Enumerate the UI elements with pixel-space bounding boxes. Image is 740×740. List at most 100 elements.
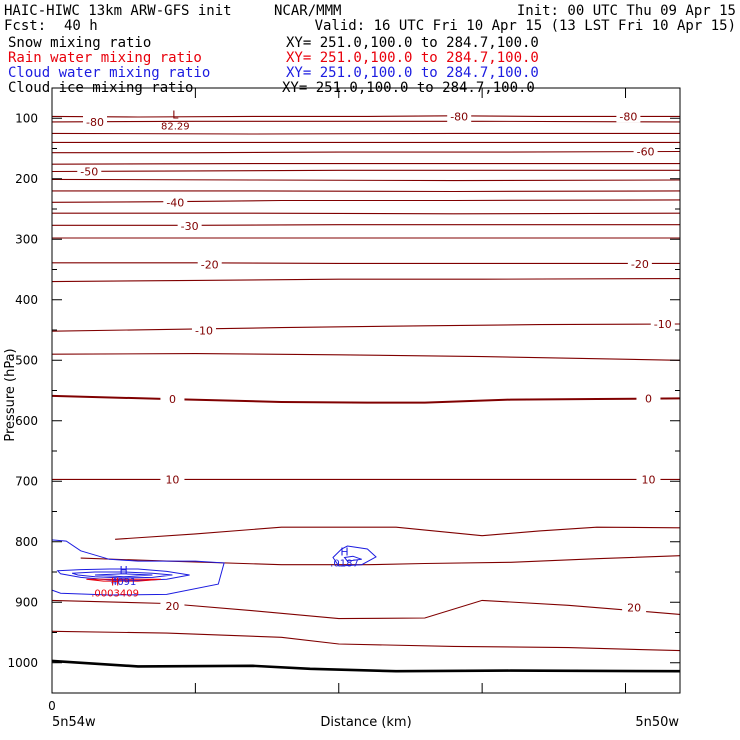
isotherm-label-21-0: 20	[165, 600, 179, 613]
isotherm-label-bg-13-0	[197, 258, 222, 271]
isotherm-label-bg-18-1	[636, 473, 661, 486]
y-tick-label-900: 900	[15, 595, 38, 609]
isotherm-label-15-0: -10	[195, 325, 213, 338]
isotherm-label-bg-1-0	[83, 115, 108, 128]
isotherm-line-11	[52, 224, 680, 226]
isotherm-label-0-0: -80	[450, 110, 468, 123]
field-snow-xy: XY= 251.0,100.0 to 284.7,100.0	[286, 35, 539, 51]
plot-frame	[51, 87, 681, 694]
cloud-water-layer	[51, 539, 377, 596]
field-rain-xy: XY= 251.0,100.0 to 284.7,100.0	[286, 50, 539, 66]
isotherm-label-13-1: -20	[631, 258, 649, 271]
y-tick-label-600: 600	[15, 414, 38, 428]
isotherm-line-13	[52, 262, 680, 264]
isotherm-label-bg-15-1	[650, 317, 675, 330]
isotherm-line-0	[51, 115, 680, 118]
x-left-endpoint-label: 5n54w	[52, 715, 96, 730]
rain-water-contour-0	[86, 578, 162, 582]
rain-water-layer	[86, 578, 162, 582]
contour-label-layer: -80 -80 -80 -60 -50 -40 -30 -20 -20 -10 -10 0 0 10 10 2…	[77, 108, 675, 615]
isotherm-line-5	[51, 163, 680, 165]
isotherm-line-9	[51, 199, 681, 203]
cloud-water-contour-2	[71, 571, 173, 579]
isotherm-line-20	[80, 555, 681, 566]
isotherm-label-bg-21-1	[622, 601, 647, 614]
field-cloudwater-xy: XY= 251.0,100.0 to 284.7,100.0	[286, 65, 539, 81]
field-rain-name: Rain water mixing ratio	[8, 50, 202, 66]
field-snow-name: Snow mixing ratio	[8, 35, 152, 51]
isotherm-line-19	[115, 526, 681, 540]
isotherm-label-bg-4-0	[633, 145, 658, 158]
isotherm-layer	[51, 115, 681, 673]
isotherm-label-21-1: 20	[627, 602, 641, 615]
cloud-water-contour-4	[332, 545, 377, 567]
isotherm-label-bg-13-1	[627, 258, 652, 271]
y-tick-label-400: 400	[15, 293, 38, 307]
extreme-marker-0: L	[172, 108, 179, 121]
isotherm-label-15-1: -10	[654, 318, 672, 331]
isotherm-label-18-1: 10	[641, 473, 655, 486]
y-axis-title: Pressure (hPa)	[3, 348, 18, 441]
isotherm-line-4	[52, 150, 681, 154]
extreme-value-2: .0003409	[91, 588, 139, 599]
isotherm-label-bg-0-0	[447, 110, 472, 123]
isotherm-label-bg-15-0	[191, 324, 216, 337]
isotherm-label-9-0: -40	[166, 196, 184, 209]
isotherm-label-bg-0-1	[616, 110, 641, 123]
isotherm-line-2	[51, 132, 680, 135]
isotherm-label-17-1: 0	[645, 392, 652, 405]
cloud-water-contour-1	[56, 568, 190, 582]
isotherm-label-bg-6-0	[77, 165, 102, 178]
model-title: HAIC-HIWC 13km ARW-GFS init	[4, 3, 232, 19]
y-tick-label-300: 300	[15, 232, 38, 246]
isotherm-label-6-0: -50	[80, 165, 98, 178]
extreme-marker-3: H	[340, 546, 348, 559]
isotherm-line-23	[51, 659, 681, 673]
cloud-water-contour-5	[343, 555, 362, 562]
isotherm-label-4-0: -60	[637, 146, 655, 159]
init-time: Init: 00 UTC Thu 09 Apr 15	[516, 3, 736, 19]
extreme-value-1: 4091	[111, 577, 136, 588]
cloud-water-contour-3	[94, 573, 153, 578]
isotherm-line-15	[51, 323, 681, 332]
cloud-water-contour-0	[51, 539, 225, 596]
isotherm-label-1-0: -80	[86, 116, 104, 129]
forecast-label: Fcst:	[4, 18, 47, 34]
extreme-marker-2: H	[111, 575, 119, 588]
x-tick-label-0: 0	[48, 699, 56, 713]
x-axis-title: Distance (km)	[320, 715, 411, 730]
isotherm-label-bg-21-0	[160, 599, 185, 612]
isotherm-label-17-0: 0	[169, 393, 176, 406]
isotherm-line-22	[51, 630, 681, 652]
isotherm-line-8	[52, 190, 681, 193]
isotherm-label-bg-17-0	[160, 392, 185, 405]
isotherm-label-bg-11-0	[177, 219, 202, 232]
extreme-marker-1: H	[120, 564, 128, 577]
isotherm-line-17	[51, 394, 681, 404]
isotherm-label-0-1: -80	[619, 110, 637, 123]
isotherm-label-bg-9-0	[163, 196, 188, 209]
isotherm-label-bg-18-0	[160, 473, 185, 486]
field-cloudwater-name: Cloud water mixing ratio	[8, 65, 211, 81]
y-tick-label-100: 100	[15, 111, 38, 125]
y-tick-label-200: 200	[15, 172, 38, 186]
forecast-hours: 40 h	[64, 18, 98, 34]
isotherm-label-bg-17-1	[636, 392, 661, 405]
extreme-value-0: 82.29	[161, 121, 190, 132]
isotherm-label-18-0: 10	[165, 473, 179, 486]
isotherm-line-6	[51, 169, 680, 173]
y-tick-label-700: 700	[15, 474, 38, 488]
y-tick-label-800: 800	[15, 535, 38, 549]
extreme-value-3: .0187	[330, 559, 359, 570]
isotherm-label-13-0: -20	[201, 259, 219, 272]
y-tick-label-500: 500	[15, 353, 38, 367]
valid-time: Valid: 16 UTC Fri 10 Apr 15 (13 LST Fri …	[314, 18, 736, 34]
isotherm-line-1	[51, 120, 681, 123]
y-tick-label-1000: 1000	[7, 656, 38, 670]
org-title: NCAR/MMM	[274, 3, 342, 19]
x-right-endpoint-label: 5n50w	[635, 715, 679, 730]
isotherm-label-11-0: -30	[181, 220, 199, 233]
isotherm-line-16	[51, 353, 681, 361]
